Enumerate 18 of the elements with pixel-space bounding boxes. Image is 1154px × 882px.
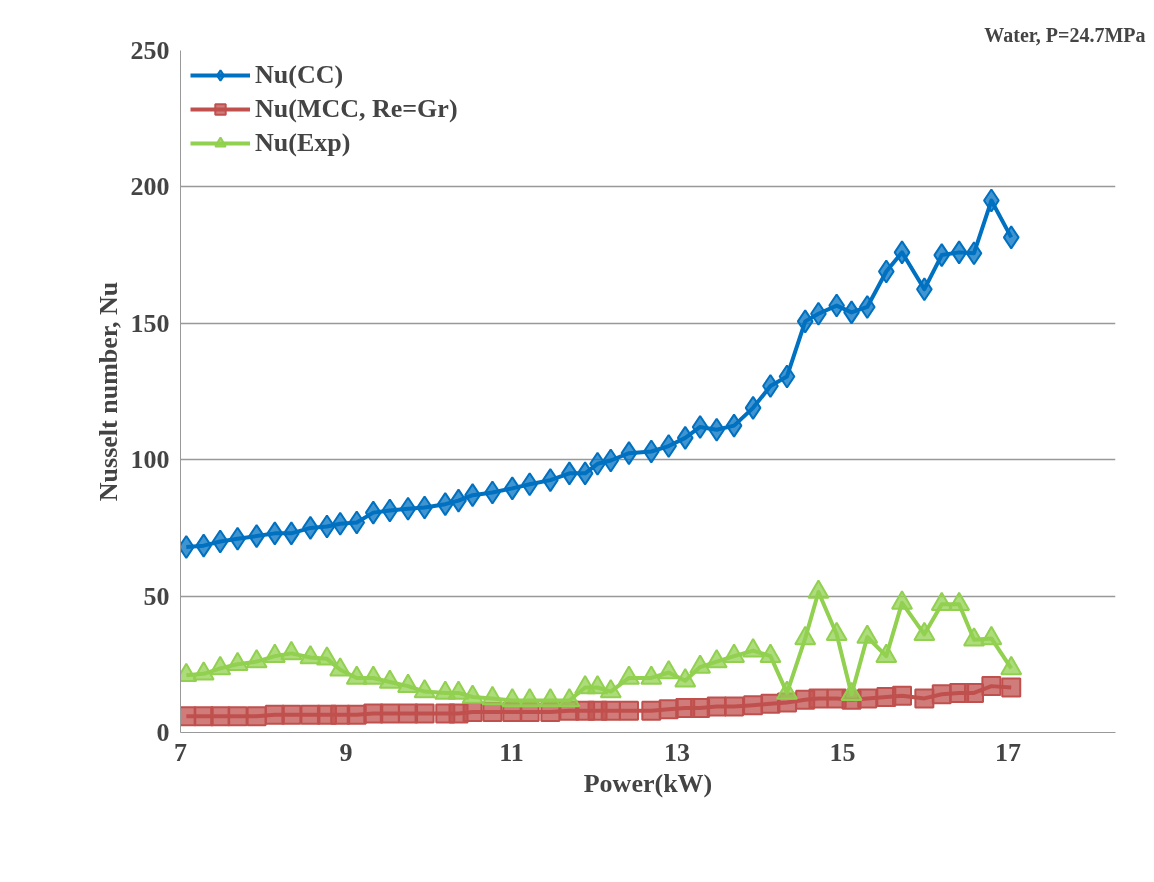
legend-label: Nu(MCC, Re=Gr) [255, 94, 458, 124]
y-axis-title: Nusselt number, Nu [93, 281, 123, 502]
y-tick-label: 200 [130, 172, 170, 202]
y-tick-label: 150 [130, 308, 170, 338]
y-tick-label: 250 [130, 36, 170, 65]
legend-label: Nu(Exp) [255, 128, 351, 158]
x-tick-label: 11 [499, 737, 524, 767]
y-tick-label: 50 [143, 581, 170, 611]
legend-label: Nu(CC) [255, 60, 344, 90]
x-tick-label: 13 [663, 737, 690, 767]
text: Water, P=24.7MPa [984, 23, 1146, 46]
x-tick-label: 15 [829, 737, 856, 767]
y-tick-label: 100 [130, 445, 170, 475]
x-tick-label: 7 [174, 737, 187, 767]
x-tick-label: 9 [339, 737, 353, 767]
x-axis-title: Power(kW) [583, 768, 713, 798]
x-tick-label: 17 [994, 737, 1021, 767]
y-tick-label: 0 [156, 718, 170, 747]
